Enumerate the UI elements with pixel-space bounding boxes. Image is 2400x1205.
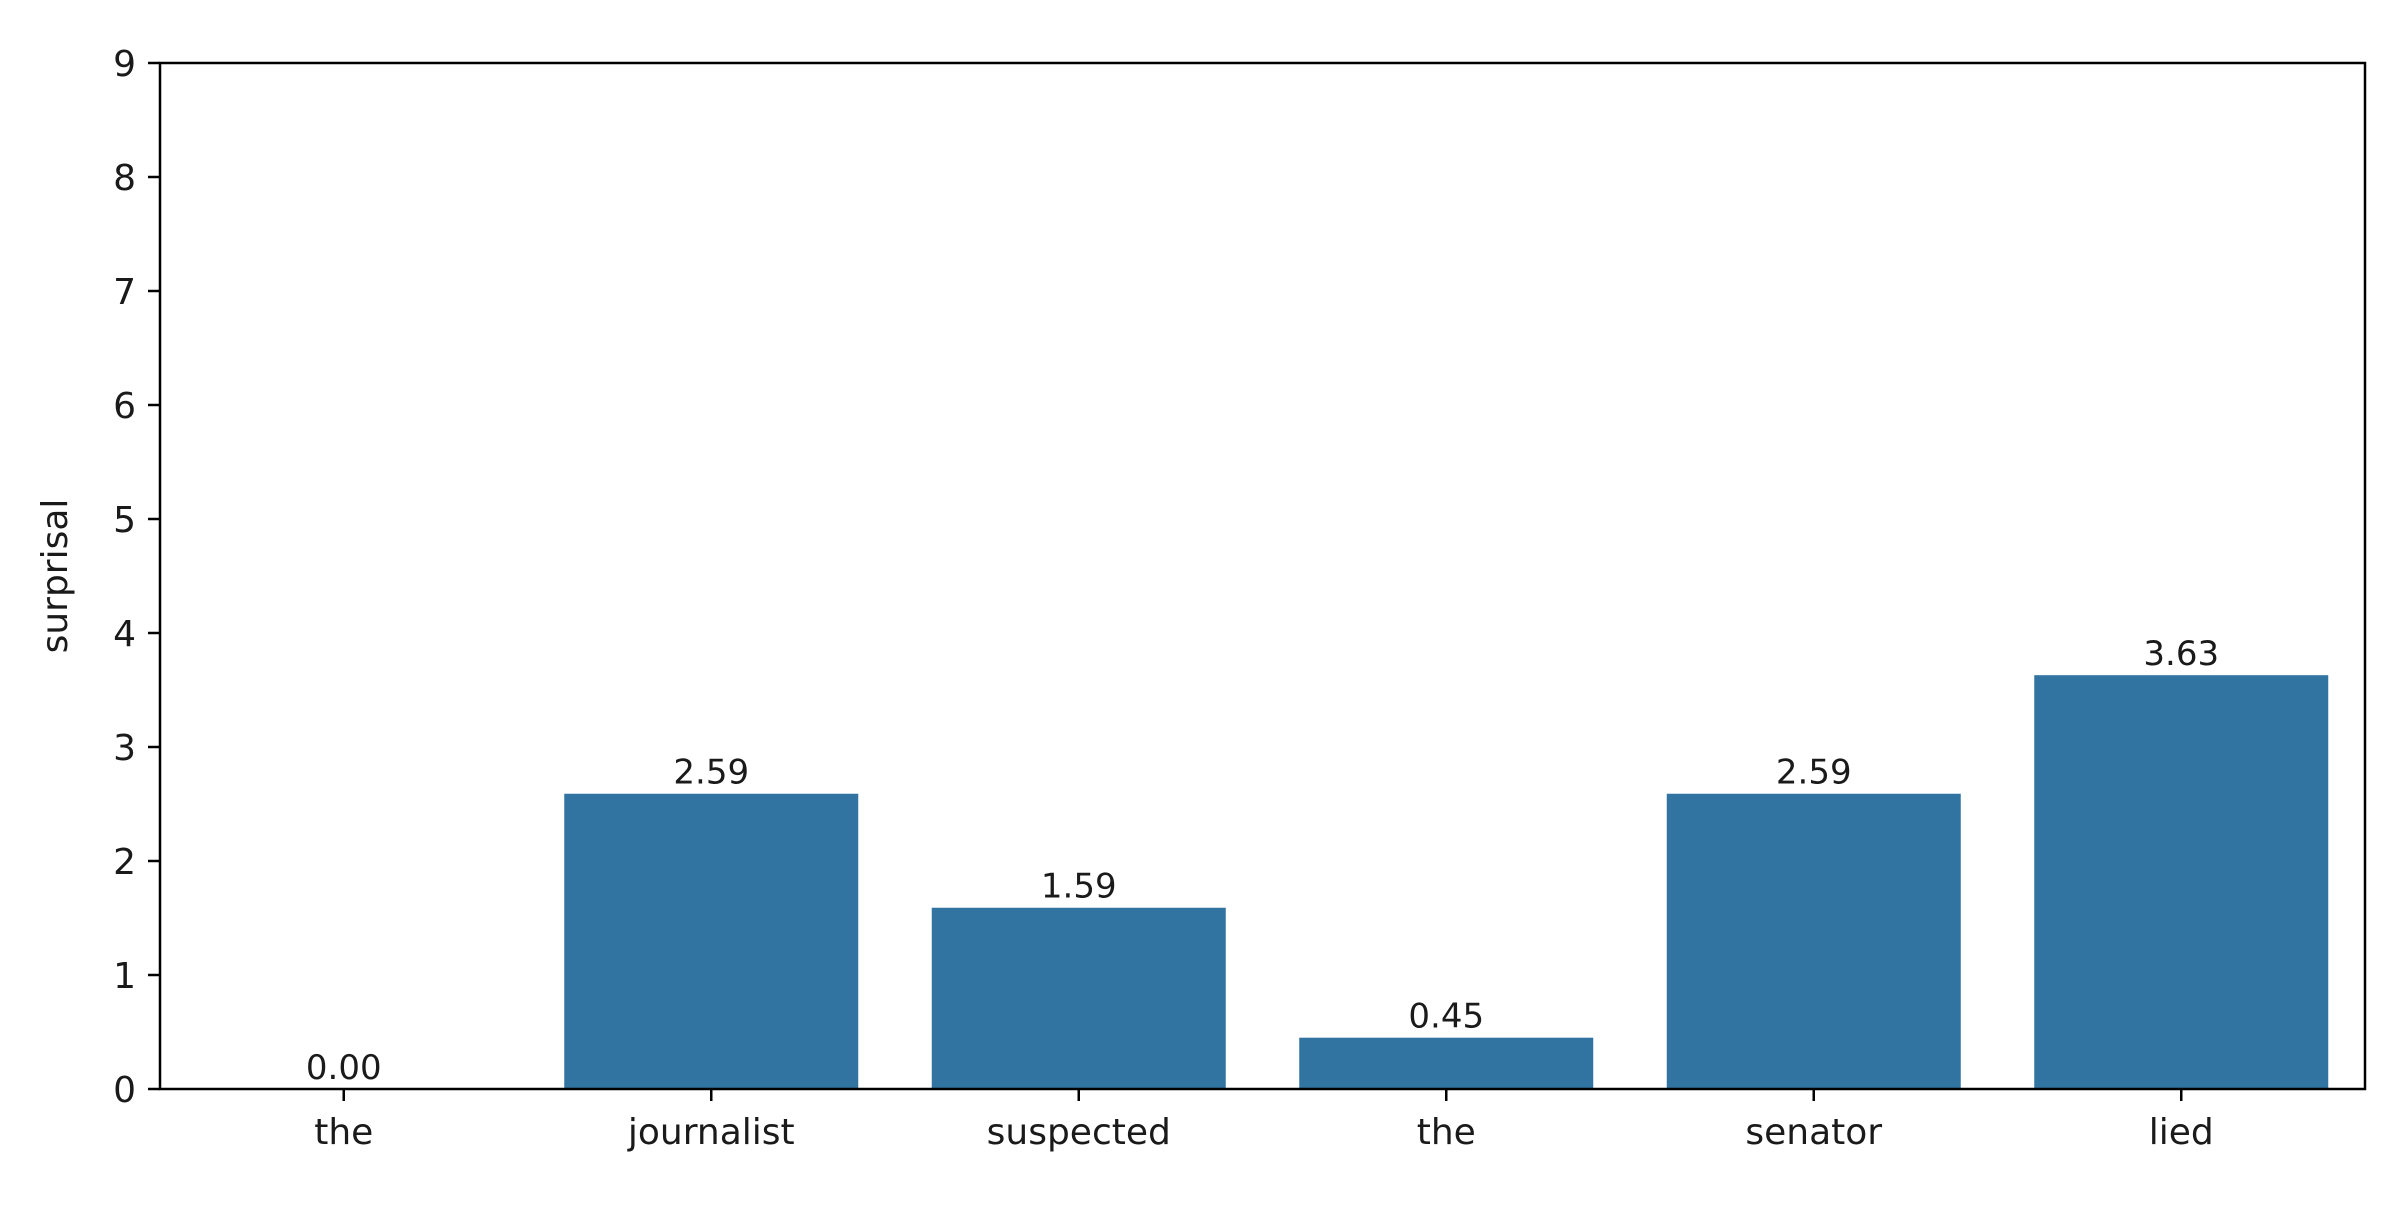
- y-tick-label: 0: [113, 1070, 136, 1111]
- y-tick-label: 4: [113, 614, 136, 655]
- bar-5: [1666, 793, 1961, 1089]
- y-tick-label: 3: [113, 728, 136, 769]
- x-tick-label: suspected: [987, 1112, 1171, 1153]
- x-axis: the journalist suspected the senator lied: [314, 1089, 2214, 1153]
- y-tick-label: 2: [113, 842, 136, 883]
- y-tick-label: 1: [113, 956, 136, 997]
- bar-value-label: 0.45: [1408, 997, 1484, 1037]
- bar-3: [931, 907, 1226, 1089]
- bars-layer: [564, 675, 2329, 1089]
- bar-2: [564, 793, 859, 1089]
- x-tick-label: lied: [2149, 1112, 2214, 1153]
- y-axis: 0 1 2 3 4 5 6 7 8 9: [113, 44, 160, 1111]
- bar-value-label: 2.59: [1776, 753, 1852, 793]
- x-tick-label: the: [314, 1112, 373, 1153]
- bar-labels-layer: 0.00 2.59 1.59 0.45 2.59 3.63: [306, 634, 2219, 1088]
- y-tick-label: 6: [113, 386, 136, 427]
- plot-frame: [158, 61, 2367, 1091]
- x-tick-label: the: [1417, 1112, 1476, 1153]
- bar-value-label: 0.00: [306, 1048, 382, 1088]
- bar-6: [2034, 675, 2329, 1089]
- bar-value-label: 3.63: [2143, 634, 2219, 674]
- bar-value-label: 2.59: [673, 753, 749, 793]
- y-tick-label: 7: [113, 272, 136, 313]
- bar-4: [1299, 1037, 1594, 1089]
- y-axis-title: surprisal: [35, 499, 76, 654]
- y-tick-label: 8: [113, 158, 136, 199]
- y-tick-label: 9: [113, 44, 136, 85]
- x-tick-label: senator: [1745, 1112, 1882, 1153]
- x-tick-label: journalist: [627, 1112, 795, 1153]
- y-tick-label: 5: [113, 500, 136, 541]
- bar-value-label: 1.59: [1041, 867, 1117, 907]
